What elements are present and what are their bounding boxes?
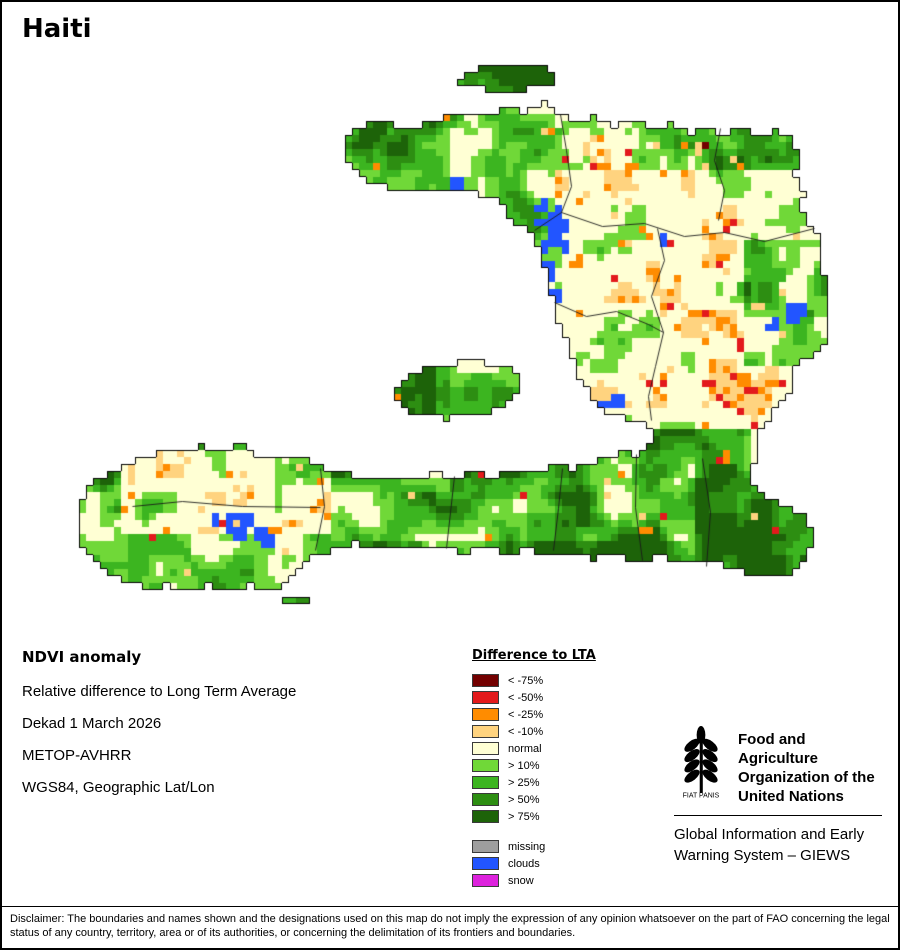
legend-item: missing [472,838,596,855]
legend-swatch [472,776,499,789]
legend-swatch [472,810,499,823]
legend-item: < -50% [472,689,596,706]
info-line-projection: WGS84, Geographic Lat/Lon [22,779,215,796]
info-line-method: Relative difference to Long Term Average [22,683,297,700]
legend-swatch [472,857,499,870]
legend-item: > 75% [472,808,596,825]
legend-swatch [472,874,499,887]
legend-item: > 10% [472,757,596,774]
map-info-block: NDVI anomaly Relative difference to Long… [22,648,452,811]
legend-swatch [472,759,499,772]
info-line-dekad: Dekad 1 March 2026 [22,715,162,732]
fao-divider [674,815,882,816]
haiti-ndvi-raster-map [2,2,898,632]
legend-item: < -10% [472,723,596,740]
legend-item: snow [472,872,596,889]
info-heading: NDVI anomaly [22,648,142,666]
legend-item: normal [472,740,596,757]
legend-item: < -75% [472,672,596,689]
legend-item: < -25% [472,706,596,723]
legend-swatch [472,793,499,806]
disclaimer-text: Disclaimer: The boundaries and names sho… [2,906,898,948]
legend-swatch [472,691,499,704]
legend-item: > 50% [472,791,596,808]
legend-swatch [472,840,499,853]
legend-swatch [472,725,499,738]
legend-swatch [472,742,499,755]
legend: Difference to LTA < -75% < -50% < -25% <… [472,648,596,889]
fao-logo-icon: FIAT PANIS [683,726,720,798]
legend-title: Difference to LTA [472,648,596,663]
giews-label: Global Information and Early Warning Sys… [674,826,865,864]
legend-item: clouds [472,855,596,872]
legend-gap [472,825,596,838]
info-line-sensor: METOP-AVHRR [22,747,132,764]
fao-block: FIAT PANIS Food and Agriculture Organiza… [674,726,888,866]
page-title: Haiti [22,14,92,44]
fao-motto: FIAT PANIS [683,792,720,798]
fao-org-name: Food and Agriculture Organization of the… [738,731,875,805]
legend-item: > 25% [472,774,596,791]
legend-swatch [472,674,499,687]
legend-swatch [472,708,499,721]
